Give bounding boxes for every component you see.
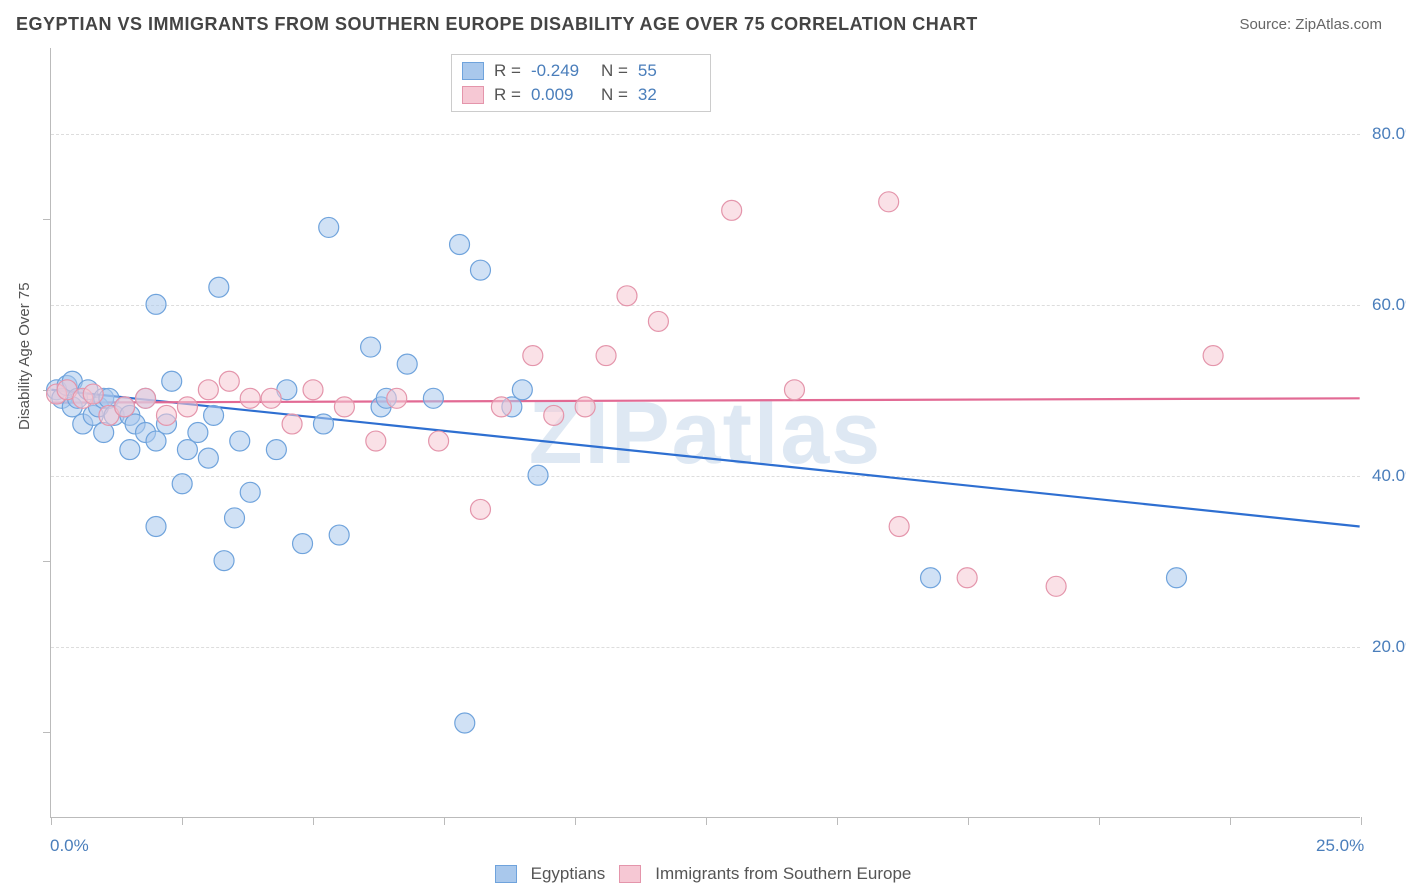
data-point-egyptians	[293, 534, 313, 554]
y-axis-label: Disability Age Over 75	[16, 282, 33, 430]
data-point-egyptians	[188, 423, 208, 443]
data-point-egyptians	[209, 277, 229, 297]
chart-container: EGYPTIAN VS IMMIGRANTS FROM SOUTHERN EUR…	[0, 0, 1406, 892]
data-point-egyptians	[204, 405, 224, 425]
data-point-egyptians	[423, 388, 443, 408]
data-point-egyptians	[329, 525, 349, 545]
data-point-southern_europe	[722, 200, 742, 220]
data-point-egyptians	[512, 380, 532, 400]
data-point-southern_europe	[1046, 576, 1066, 596]
data-point-egyptians	[313, 414, 333, 434]
data-point-southern_europe	[879, 192, 899, 212]
data-point-egyptians	[240, 482, 260, 502]
legend-label: Egyptians	[531, 864, 606, 884]
data-point-southern_europe	[596, 346, 616, 366]
data-point-southern_europe	[957, 568, 977, 588]
y-tick-label: 60.0%	[1372, 295, 1406, 315]
data-point-southern_europe	[648, 311, 668, 331]
chart-title: EGYPTIAN VS IMMIGRANTS FROM SOUTHERN EUR…	[16, 14, 978, 35]
chart-svg	[51, 48, 1360, 817]
y-tick-label: 40.0%	[1372, 466, 1406, 486]
data-point-egyptians	[450, 235, 470, 255]
legend-label: Immigrants from Southern Europe	[655, 864, 911, 884]
data-point-southern_europe	[177, 397, 197, 417]
data-point-egyptians	[397, 354, 417, 374]
data-point-southern_europe	[470, 499, 490, 519]
data-point-southern_europe	[544, 405, 564, 425]
data-point-southern_europe	[334, 397, 354, 417]
data-point-egyptians	[921, 568, 941, 588]
data-point-egyptians	[120, 440, 140, 460]
data-point-egyptians	[470, 260, 490, 280]
legend-swatch-egyptians	[495, 865, 517, 883]
data-point-egyptians	[319, 217, 339, 237]
data-point-egyptians	[146, 294, 166, 314]
data-point-egyptians	[266, 440, 286, 460]
data-point-southern_europe	[136, 388, 156, 408]
data-point-egyptians	[146, 431, 166, 451]
data-point-southern_europe	[198, 380, 218, 400]
data-point-southern_europe	[387, 388, 407, 408]
data-point-southern_europe	[1203, 346, 1223, 366]
data-point-southern_europe	[156, 405, 176, 425]
data-point-southern_europe	[491, 397, 511, 417]
data-point-egyptians	[172, 474, 192, 494]
data-point-egyptians	[177, 440, 197, 460]
data-point-southern_europe	[429, 431, 449, 451]
data-point-egyptians	[225, 508, 245, 528]
source-label: Source: ZipAtlas.com	[1239, 16, 1382, 33]
data-point-egyptians	[146, 517, 166, 537]
legend-bottom: Egyptians Immigrants from Southern Europ…	[0, 856, 1406, 892]
data-point-southern_europe	[784, 380, 804, 400]
data-point-southern_europe	[261, 388, 281, 408]
y-tick-label: 80.0%	[1372, 124, 1406, 144]
data-point-egyptians	[361, 337, 381, 357]
data-point-egyptians	[162, 371, 182, 391]
data-point-egyptians	[1167, 568, 1187, 588]
data-point-southern_europe	[83, 384, 103, 404]
data-point-egyptians	[214, 551, 234, 571]
data-point-egyptians	[198, 448, 218, 468]
trend-line-egyptians	[51, 390, 1359, 527]
data-point-southern_europe	[889, 517, 909, 537]
legend-swatch-southern-europe	[619, 865, 641, 883]
x-tick-label: 25.0%	[1316, 836, 1364, 856]
y-tick-label: 20.0%	[1372, 637, 1406, 657]
x-tick-label: 0.0%	[50, 836, 89, 856]
data-point-southern_europe	[523, 346, 543, 366]
data-point-southern_europe	[303, 380, 323, 400]
data-point-southern_europe	[240, 388, 260, 408]
data-point-egyptians	[230, 431, 250, 451]
plot-area: ZIPatlas R = -0.249 N = 55 R = 0.009 N =…	[50, 48, 1360, 818]
data-point-egyptians	[528, 465, 548, 485]
data-point-egyptians	[455, 713, 475, 733]
data-point-southern_europe	[282, 414, 302, 434]
data-point-southern_europe	[575, 397, 595, 417]
data-point-southern_europe	[366, 431, 386, 451]
data-point-southern_europe	[115, 397, 135, 417]
data-point-southern_europe	[617, 286, 637, 306]
data-point-southern_europe	[219, 371, 239, 391]
